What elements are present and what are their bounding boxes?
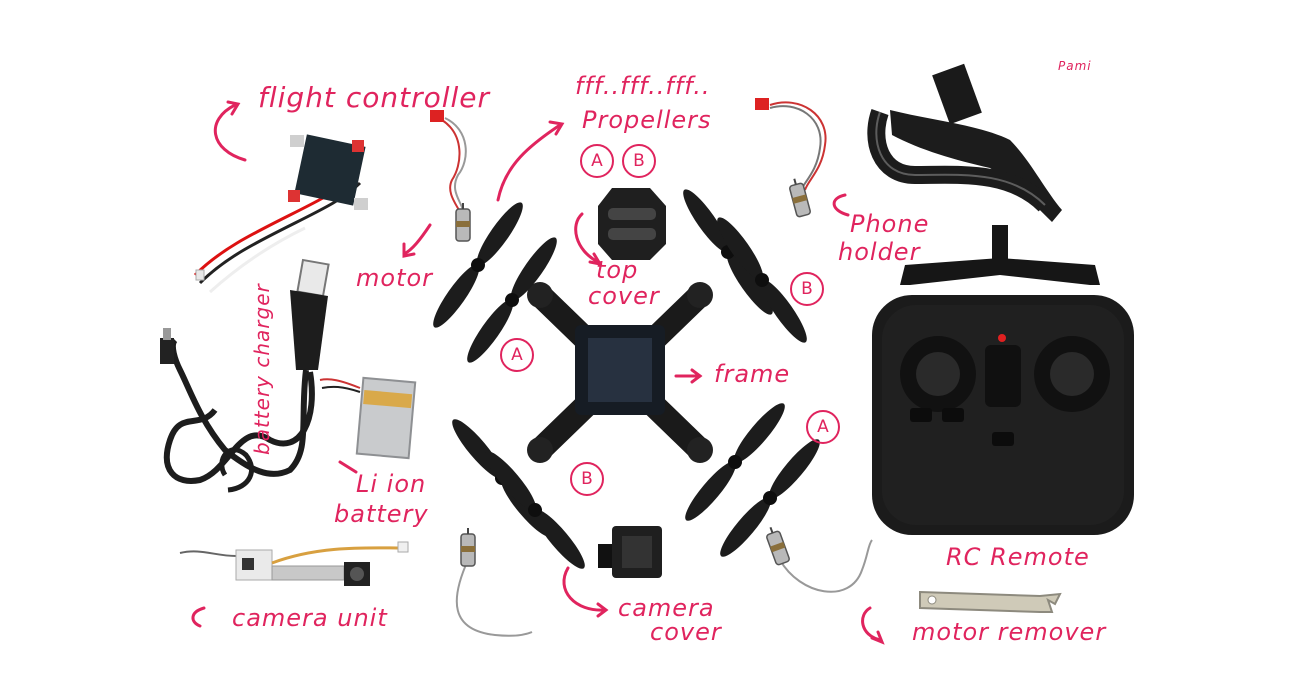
frame — [527, 282, 713, 463]
label-li-ion: Li ion — [356, 470, 427, 498]
motor-top-right — [755, 98, 827, 219]
motor-bottom-right — [762, 523, 873, 593]
label-phone: Phone — [850, 210, 930, 238]
label-rc-remote: RC Remote — [946, 543, 1090, 571]
mark-a-bottom-right: A — [806, 410, 840, 444]
motor-bottom-left — [455, 527, 533, 637]
motor-remover — [919, 590, 1062, 613]
label-camera-cover: cover — [650, 618, 722, 646]
label-flight-controller: flight controller — [258, 81, 491, 114]
annotation-arrows — [191, 100, 885, 645]
usb-battery-charger — [160, 258, 330, 493]
flight-controller-board — [193, 134, 368, 294]
label-propellers: Propellers — [582, 106, 712, 134]
rc-remote — [872, 225, 1134, 535]
mark-b-top-right: B — [790, 272, 824, 306]
label-camera: camera — [618, 594, 715, 622]
top-cover — [598, 188, 666, 260]
propeller-a-bottom-right — [679, 397, 826, 563]
propeller-b-top-right — [677, 184, 813, 348]
label-frame: frame — [714, 360, 791, 388]
label-fff: fff..fff..fff.. — [575, 72, 711, 100]
label-pami: Pami — [1058, 59, 1092, 73]
camera-unit — [179, 541, 409, 586]
label-top: top — [596, 256, 639, 284]
mark-a-legend: A — [580, 144, 614, 178]
label-motor-remover: motor remover — [912, 618, 1107, 646]
mark-b-legend: B — [622, 144, 656, 178]
label-holder: holder — [838, 238, 921, 266]
label-camera-unit: camera unit — [232, 604, 388, 632]
label-battery-charger: battery charger — [250, 283, 274, 455]
li-ion-battery — [319, 376, 417, 460]
mark-b-bottom-left: B — [570, 462, 604, 496]
label-motor: motor — [356, 264, 434, 292]
phone-holder — [867, 63, 1062, 222]
label-cover: cover — [588, 282, 660, 310]
camera-cover — [598, 526, 662, 578]
mark-a-top-left: A — [500, 338, 534, 372]
motor-top-left — [430, 110, 471, 242]
label-battery: battery — [334, 500, 429, 528]
